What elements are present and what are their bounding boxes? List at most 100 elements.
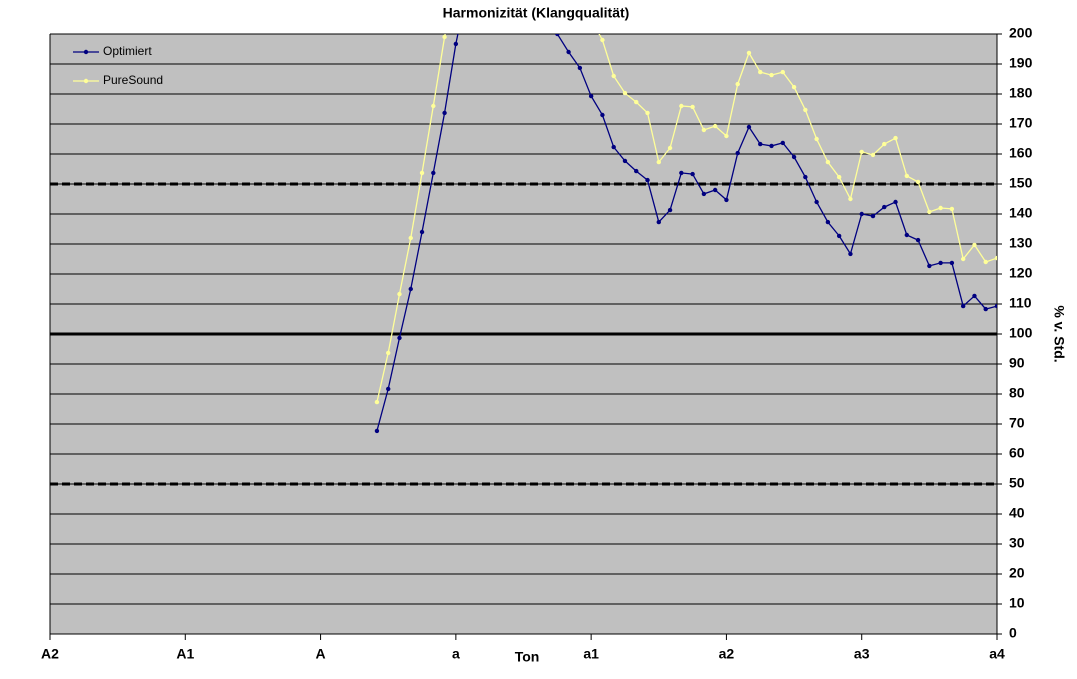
y-tick-label: 40	[1009, 505, 1025, 521]
point	[600, 37, 605, 43]
y-tick-label: 130	[1009, 235, 1033, 251]
point	[690, 104, 695, 110]
point	[893, 135, 898, 141]
y-axis-label: % v. Std.	[1051, 305, 1067, 362]
point	[408, 235, 413, 241]
point	[949, 206, 955, 212]
y-tick-label: 140	[1009, 205, 1033, 221]
point	[408, 286, 413, 292]
legend-marker	[83, 49, 89, 55]
point	[442, 110, 447, 116]
point	[397, 291, 402, 297]
point	[983, 259, 988, 265]
point	[679, 103, 684, 109]
y-tick-label: 150	[1009, 175, 1033, 191]
point	[555, 34, 560, 37]
point	[836, 174, 842, 180]
point	[758, 141, 763, 147]
point	[577, 65, 583, 71]
point	[712, 187, 718, 193]
point	[814, 199, 819, 205]
point	[859, 149, 864, 155]
point	[386, 386, 391, 392]
point	[611, 144, 616, 150]
plot-series	[374, 34, 997, 434]
point	[825, 219, 831, 225]
point	[870, 213, 876, 219]
x-tick-label: a1	[583, 646, 599, 662]
y-tick-label: 60	[1009, 445, 1025, 461]
point	[611, 73, 616, 79]
point	[419, 170, 425, 176]
point	[667, 145, 673, 151]
point	[994, 303, 997, 309]
point	[679, 170, 684, 176]
point	[645, 177, 650, 183]
point	[701, 127, 707, 133]
point	[972, 242, 977, 248]
legend-label: PureSound	[103, 73, 163, 87]
y-tick-label: 80	[1009, 385, 1025, 401]
y-tick-label: 110	[1009, 295, 1032, 311]
point	[645, 110, 650, 116]
y-tick-label: 180	[1009, 85, 1033, 101]
point	[848, 251, 853, 257]
y-tick-label: 200	[1009, 25, 1033, 41]
point	[780, 69, 785, 75]
point	[893, 199, 898, 205]
chart-title: Harmonizität (Klangqualität)	[443, 5, 630, 21]
point	[791, 84, 797, 90]
point	[690, 171, 695, 177]
point	[791, 154, 797, 160]
point	[938, 205, 943, 211]
point	[758, 69, 763, 75]
point	[915, 237, 921, 243]
point	[803, 107, 808, 113]
point	[374, 399, 380, 405]
point	[938, 260, 943, 266]
point	[600, 112, 605, 118]
y-tick-label: 120	[1009, 265, 1033, 281]
legend-marker	[83, 78, 89, 84]
x-tick-label: a3	[854, 646, 870, 662]
point	[397, 335, 402, 341]
point	[769, 72, 774, 78]
x-tick-label: a2	[719, 646, 735, 662]
x-tick-label: a	[452, 646, 460, 662]
y-tick-label: 10	[1009, 595, 1025, 611]
point	[634, 168, 639, 174]
point	[735, 81, 740, 87]
point	[904, 232, 910, 238]
point	[588, 93, 594, 99]
point	[836, 233, 842, 239]
point	[453, 41, 459, 47]
y-tick-label: 30	[1009, 535, 1025, 551]
point	[746, 124, 752, 130]
y-tick-label: 50	[1009, 475, 1025, 491]
y-tick-label: 190	[1009, 55, 1033, 71]
y-tick-label: 100	[1009, 325, 1033, 341]
point	[949, 260, 955, 266]
point	[983, 306, 988, 312]
point	[960, 303, 966, 309]
point	[419, 229, 425, 235]
point	[442, 34, 447, 40]
point	[994, 255, 997, 261]
point	[780, 140, 785, 146]
point	[735, 150, 740, 156]
point	[814, 136, 819, 142]
point	[374, 428, 380, 434]
point	[724, 133, 729, 139]
y-tick-label: 170	[1009, 115, 1033, 131]
y-tick-label: 160	[1009, 145, 1033, 161]
point	[431, 103, 436, 109]
point	[622, 158, 628, 164]
point	[927, 263, 932, 269]
point	[960, 256, 966, 262]
point	[882, 141, 887, 147]
point	[656, 219, 661, 225]
y-tick-label: 20	[1009, 565, 1025, 581]
point	[746, 50, 752, 56]
y-tick-label: 70	[1009, 415, 1025, 431]
x-axis-label: Ton	[515, 649, 540, 665]
